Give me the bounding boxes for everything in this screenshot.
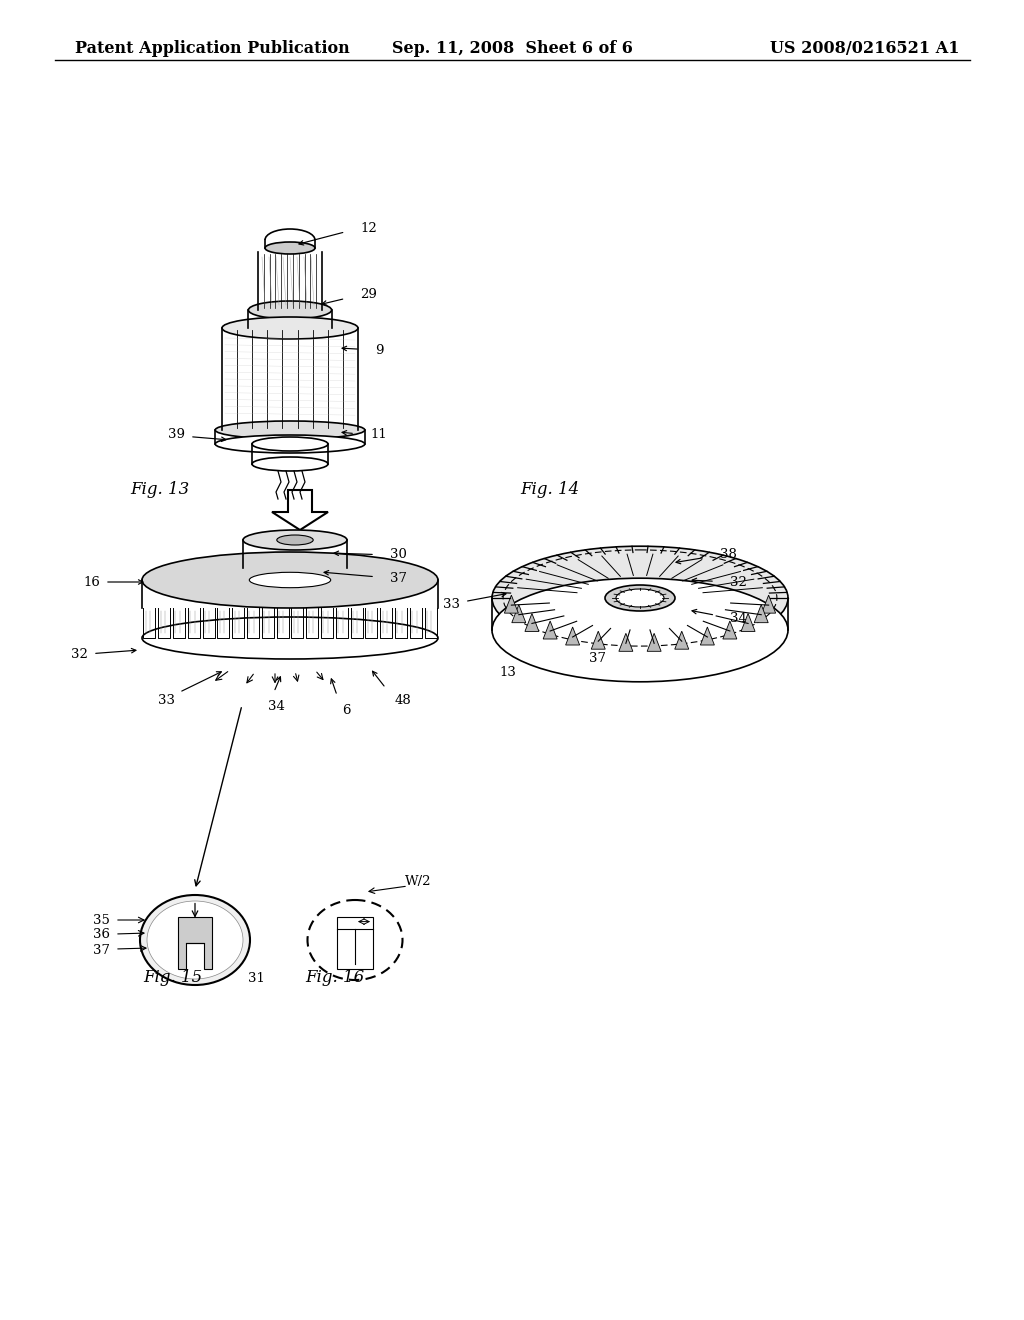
Ellipse shape — [249, 319, 332, 337]
Text: 34: 34 — [730, 611, 746, 624]
Text: Sep. 11, 2008  Sheet 6 of 6: Sep. 11, 2008 Sheet 6 of 6 — [391, 40, 633, 57]
Ellipse shape — [276, 535, 313, 545]
Text: 6: 6 — [342, 704, 350, 717]
Text: 31: 31 — [248, 972, 265, 985]
Text: 37: 37 — [93, 944, 110, 957]
Polygon shape — [543, 620, 557, 639]
Text: 33: 33 — [158, 693, 175, 706]
Polygon shape — [741, 614, 755, 631]
Polygon shape — [591, 631, 605, 649]
Text: 38: 38 — [720, 549, 737, 561]
Polygon shape — [700, 627, 715, 645]
Ellipse shape — [252, 457, 328, 471]
Polygon shape — [178, 916, 212, 969]
Text: Fig. 16: Fig. 16 — [305, 969, 365, 986]
Ellipse shape — [142, 552, 438, 609]
Ellipse shape — [249, 301, 332, 319]
Polygon shape — [525, 614, 539, 631]
Text: 9: 9 — [375, 343, 384, 356]
Ellipse shape — [492, 546, 788, 649]
Text: 37: 37 — [390, 572, 407, 585]
Text: 36: 36 — [93, 928, 110, 941]
Polygon shape — [723, 620, 737, 639]
Ellipse shape — [249, 573, 331, 587]
Text: 48: 48 — [395, 693, 412, 706]
Text: Patent Application Publication: Patent Application Publication — [75, 40, 350, 57]
Polygon shape — [647, 634, 662, 651]
Ellipse shape — [307, 900, 402, 979]
Text: Fig. 15: Fig. 15 — [143, 969, 203, 986]
Ellipse shape — [215, 421, 365, 440]
Ellipse shape — [252, 437, 328, 451]
Text: 30: 30 — [390, 549, 407, 561]
Text: 37: 37 — [590, 652, 606, 664]
Ellipse shape — [265, 242, 315, 253]
Ellipse shape — [140, 895, 250, 985]
Polygon shape — [565, 627, 580, 645]
Text: Fig. 14: Fig. 14 — [520, 482, 580, 499]
Ellipse shape — [147, 902, 243, 979]
Ellipse shape — [492, 578, 788, 682]
Text: 32: 32 — [71, 648, 88, 661]
Text: 39: 39 — [168, 429, 185, 441]
Text: Fig. 13: Fig. 13 — [130, 482, 189, 499]
Polygon shape — [505, 595, 518, 612]
Ellipse shape — [243, 531, 347, 550]
Polygon shape — [272, 490, 328, 531]
Polygon shape — [675, 631, 689, 649]
Text: W/2: W/2 — [406, 875, 431, 888]
Polygon shape — [512, 605, 525, 623]
Ellipse shape — [222, 317, 358, 339]
Polygon shape — [762, 595, 775, 612]
Text: 35: 35 — [93, 913, 110, 927]
Polygon shape — [618, 634, 633, 651]
Text: 29: 29 — [360, 289, 377, 301]
Polygon shape — [755, 605, 768, 623]
Ellipse shape — [616, 589, 664, 607]
Text: US 2008/0216521 A1: US 2008/0216521 A1 — [770, 40, 961, 57]
Text: 13: 13 — [500, 665, 516, 678]
Text: 16: 16 — [83, 576, 100, 589]
Text: 11: 11 — [370, 429, 387, 441]
Polygon shape — [337, 916, 373, 969]
Ellipse shape — [215, 436, 365, 453]
Text: 32: 32 — [730, 576, 746, 589]
Ellipse shape — [605, 585, 675, 611]
Text: 33: 33 — [443, 598, 460, 611]
Text: 34: 34 — [268, 700, 285, 713]
Ellipse shape — [243, 560, 347, 576]
Ellipse shape — [142, 616, 438, 659]
Text: 12: 12 — [360, 222, 377, 235]
